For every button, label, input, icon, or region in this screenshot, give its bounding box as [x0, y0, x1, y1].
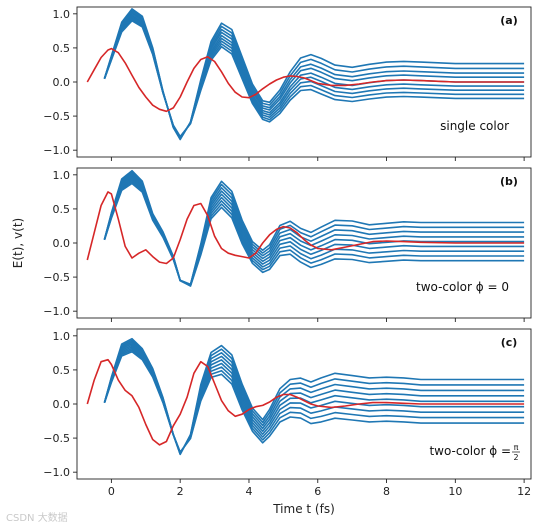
velocity-trajectory: [103, 346, 525, 454]
velocity-trajectory: [103, 173, 525, 286]
electric-field-curve: [86, 191, 525, 265]
velocity-trajectory: [103, 20, 525, 138]
x-tick-label: 4: [245, 485, 252, 498]
electric-field-curve: [86, 358, 525, 446]
y-tick-label: −0.5: [43, 271, 70, 284]
x-tick-label: 6: [314, 485, 321, 498]
velocity-trajectory: [103, 181, 525, 287]
x-tick-label: 12: [517, 485, 531, 498]
panel-label: (a): [500, 14, 517, 27]
y-tick-label: 1.0: [53, 8, 71, 21]
panel-label: (c): [501, 336, 518, 349]
y-tick-label: 0.0: [53, 76, 71, 89]
velocity-trajectory: [103, 179, 525, 287]
annotation: two-color ϕ = 0: [416, 280, 509, 294]
electric-field-curve: [86, 47, 525, 113]
y-tick-label: 1.0: [53, 169, 71, 182]
x-tick-label: 0: [108, 485, 115, 498]
y-tick-label: 0.0: [53, 237, 71, 250]
velocity-trajectory: [103, 171, 525, 286]
x-tick-label: 8: [383, 485, 390, 498]
y-tick-label: −0.5: [43, 110, 70, 123]
velocity-trajectory: [103, 341, 525, 455]
y-tick-label: 0.5: [53, 364, 71, 377]
fraction-numerator: π: [514, 443, 519, 452]
watermark: CSDN 大数据: [6, 513, 68, 524]
y-tick-label: −0.5: [43, 432, 70, 445]
velocity-trajectory: [103, 182, 525, 287]
panel-label: (b): [500, 175, 518, 188]
y-tick-label: 0.5: [53, 42, 71, 55]
panel-c: 1.0 0.5 0.0 −0.5 −1.0 0 2 4 6 8 10 12 (c) two-color ϕ…: [43, 328, 532, 516]
y-tick-label: 1.0: [53, 330, 71, 343]
panel-b: 1.0 0.5 0.0 −0.5 −1.0 (b) two-color ϕ = 0 E(t),…: [11, 167, 532, 322]
y-axis-label: E(t), v(t): [11, 218, 25, 268]
y-tick-label: −1.0: [43, 305, 70, 318]
y-tick-label: −1.0: [43, 466, 70, 479]
panel-a: 1.0 0.5 0.0 −0.5 −1.0 (a) single color: [43, 6, 532, 161]
velocity-trajectory: [103, 342, 525, 455]
x-tick-label: 2: [177, 485, 184, 498]
fraction-denominator: 2: [513, 453, 518, 462]
velocity-trajectory: [103, 350, 525, 453]
annotation: two-color ϕ =: [429, 444, 511, 458]
y-tick-label: 0.0: [53, 398, 71, 411]
annotation: single color: [440, 119, 509, 133]
x-axis-label: Time t (fs): [272, 502, 335, 516]
x-tick-label: 10: [448, 485, 462, 498]
velocity-trajectory: [103, 344, 525, 454]
y-tick-label: −1.0: [43, 144, 70, 157]
y-tick-label: 0.5: [53, 203, 71, 216]
